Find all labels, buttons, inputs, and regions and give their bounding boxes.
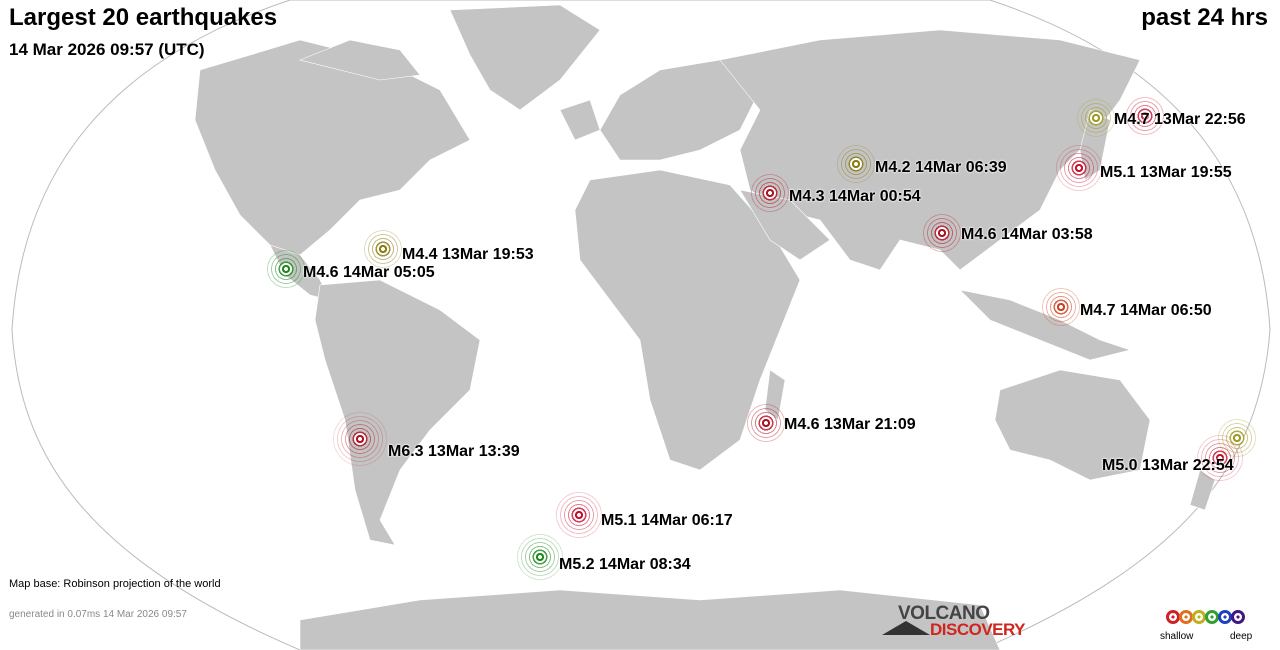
legend-shallow-label: shallow	[1160, 631, 1194, 642]
earthquake-marker[interactable]	[837, 145, 875, 183]
earthquake-label[interactable]: M4.7 14Mar 06:50	[1080, 302, 1212, 319]
depth-color-ring-icon	[1205, 610, 1219, 624]
time-period: past 24 hrs	[1141, 4, 1268, 31]
earthquake-marker[interactable]	[1054, 143, 1104, 193]
earthquake-label[interactable]: M4.7 13Mar 22:56	[1114, 111, 1246, 128]
logo-text-top: VOLCANO	[898, 603, 990, 624]
earthquake-label[interactable]: M6.3 13Mar 13:39	[388, 443, 520, 460]
depth-color-ring-icon	[1231, 610, 1245, 624]
earthquake-marker[interactable]	[554, 490, 604, 540]
earthquake-label[interactable]: M4.2 14Mar 06:39	[875, 159, 1007, 176]
earthquake-marker[interactable]	[746, 403, 786, 443]
earthquake-label[interactable]: M4.6 14Mar 05:05	[303, 264, 435, 281]
depth-legend: shallow deep	[1160, 610, 1270, 646]
mountain-icon	[882, 621, 930, 635]
earthquake-label[interactable]: M5.2 14Mar 08:34	[559, 556, 691, 573]
earthquake-label[interactable]: M5.0 13Mar 22:54	[1102, 457, 1234, 474]
page-title: Largest 20 earthquakes	[9, 4, 278, 31]
earthquake-marker[interactable]	[1041, 287, 1081, 327]
earthquake-label[interactable]: M4.6 14Mar 03:58	[961, 226, 1093, 243]
earthquake-marker[interactable]	[750, 173, 790, 213]
legend-deep-label: deep	[1230, 631, 1253, 642]
earthquake-label[interactable]: M5.1 13Mar 19:55	[1100, 164, 1232, 181]
map-datetime: 14 Mar 2026 09:57 (UTC)	[9, 40, 205, 59]
generated-note: generated in 0.07ms 14 Mar 2026 09:57	[9, 609, 187, 620]
earthquake-label[interactable]: M4.3 14Mar 00:54	[789, 188, 921, 205]
earthquake-marker[interactable]	[1125, 96, 1165, 136]
depth-color-ring-icon	[1218, 610, 1232, 624]
earthquake-marker[interactable]	[364, 230, 402, 268]
earthquake-label[interactable]: M4.4 13Mar 19:53	[402, 246, 534, 263]
earthquake-marker[interactable]	[1217, 418, 1257, 458]
earthquake-marker[interactable]	[330, 409, 390, 469]
depth-color-ring-icon	[1192, 610, 1206, 624]
earthquake-label[interactable]: M5.1 14Mar 06:17	[601, 512, 733, 529]
earthquake-label[interactable]: M4.6 13Mar 21:09	[784, 416, 916, 433]
volcano-discovery-logo[interactable]: VOLCANO DISCOVERY	[882, 603, 1032, 643]
depth-color-scale	[1166, 610, 1245, 624]
logo-text-bottom: DISCOVERY	[930, 620, 1026, 639]
earthquake-marker[interactable]	[515, 532, 565, 582]
depth-color-ring-icon	[1166, 610, 1180, 624]
earthquake-marker[interactable]	[922, 213, 962, 253]
depth-color-ring-icon	[1179, 610, 1193, 624]
map-base-note: Map base: Robinson projection of the wor…	[9, 578, 221, 590]
earthquake-marker[interactable]	[1077, 99, 1115, 137]
earthquake-marker[interactable]	[266, 249, 306, 289]
